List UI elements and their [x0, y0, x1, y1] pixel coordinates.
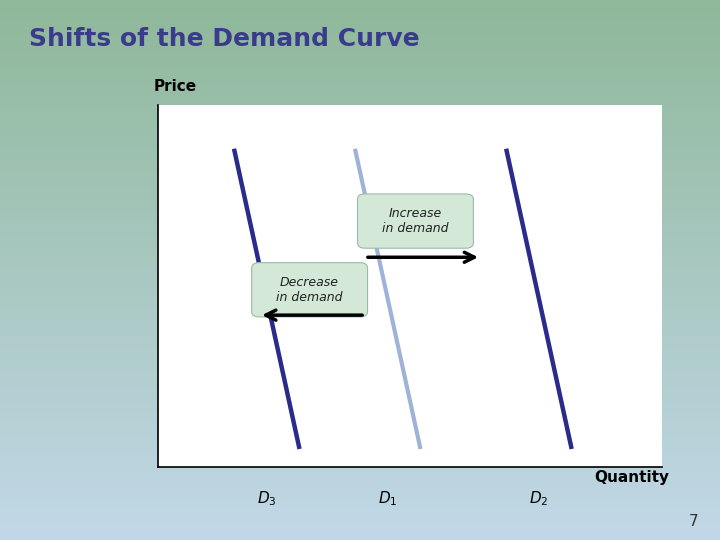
- Text: Shifts of the Demand Curve: Shifts of the Demand Curve: [29, 27, 420, 51]
- FancyBboxPatch shape: [252, 262, 368, 317]
- Text: $D_3$: $D_3$: [257, 489, 276, 508]
- Text: Price: Price: [153, 79, 197, 94]
- Text: $D_1$: $D_1$: [378, 489, 397, 508]
- Text: 7: 7: [689, 514, 698, 529]
- Text: $D_2$: $D_2$: [529, 489, 549, 508]
- Text: Decrease
in demand: Decrease in demand: [276, 276, 343, 304]
- FancyBboxPatch shape: [358, 194, 474, 248]
- Text: Increase
in demand: Increase in demand: [382, 207, 449, 235]
- Text: Quantity: Quantity: [595, 470, 670, 485]
